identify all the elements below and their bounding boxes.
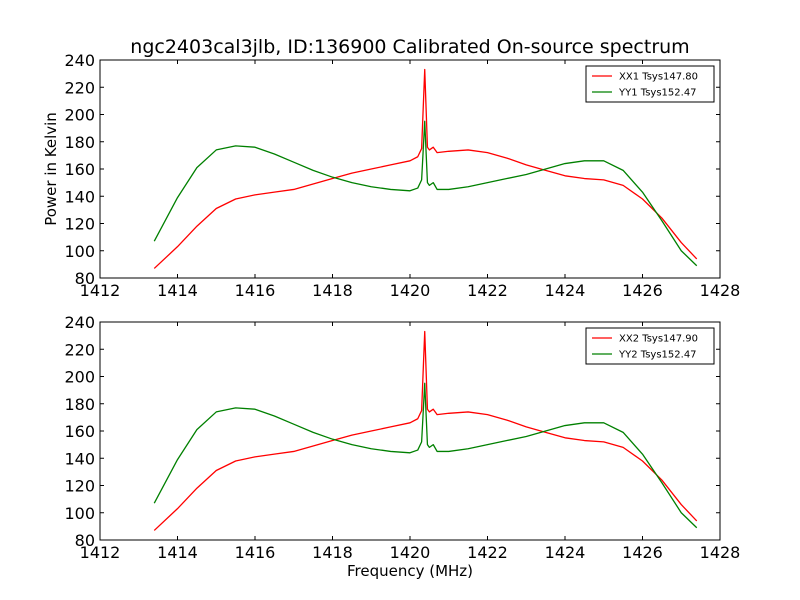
y-tick-label: 80 — [75, 531, 95, 550]
x-tick-label: 1420 — [390, 281, 431, 300]
y-tick-label: 240 — [64, 313, 95, 332]
y-tick-label: 140 — [64, 449, 95, 468]
y-tick-label: 220 — [64, 340, 95, 359]
x-tick-label: 1416 — [235, 543, 276, 562]
y-tick-label: 100 — [64, 242, 95, 261]
x-tick-label: 1426 — [622, 281, 663, 300]
legend: XX1 Tsys147.80 YY1 Tsys152.47 — [585, 65, 715, 103]
x-tick-label: 1414 — [157, 281, 198, 300]
series-line-2-1 — [153, 330, 698, 531]
legend-entry: YY2 Tsys152.47 — [618, 350, 697, 361]
y-tick-label: 120 — [64, 215, 95, 234]
x-tick-label: 1416 — [235, 281, 276, 300]
y-tick-label: 80 — [75, 269, 95, 288]
x-tick-label: 1426 — [622, 543, 663, 562]
series-line-1-1 — [153, 68, 698, 269]
legend-entry: XX1 Tsys147.80 — [619, 72, 698, 83]
x-tick-label: 1422 — [467, 543, 508, 562]
x-tick-label: 1424 — [545, 543, 586, 562]
y-tick-label: 160 — [64, 160, 95, 179]
y-tick-label: 180 — [64, 133, 95, 152]
plot-top: 1412 1414 1416 1418 1420 1422 1424 1426 1428 80 10… — [64, 51, 740, 300]
x-tick-label: 1418 — [312, 281, 353, 300]
y-tick-label: 220 — [64, 78, 95, 97]
legend-box — [585, 65, 715, 103]
series-line-2-2 — [153, 382, 698, 529]
x-tick-label: 1414 — [157, 543, 198, 562]
figure-title: ngc2403cal3jlb, ID:136900 Calibrated On-… — [130, 36, 689, 58]
y-tick-label: 200 — [64, 368, 95, 387]
x-tick-label: 1428 — [700, 543, 741, 562]
x-tick-label: 1418 — [312, 543, 353, 562]
legend: XX2 Tsys147.90 YY2 Tsys152.47 — [585, 327, 715, 365]
y-axis-label: Power in Kelvin — [42, 112, 60, 226]
series-line-1-2 — [153, 120, 698, 267]
y-tick-label: 100 — [64, 504, 95, 523]
plot-bottom: 1412 1414 1416 1418 1420 1422 1424 1426 1428 80 10… — [64, 313, 740, 562]
y-tick-label: 160 — [64, 422, 95, 441]
x-tick-label: 1412 — [80, 543, 121, 562]
x-tick-label: 1420 — [390, 543, 431, 562]
y-tick-label: 200 — [64, 106, 95, 125]
y-tick-label: 140 — [64, 187, 95, 206]
x-tick-label: 1428 — [700, 281, 741, 300]
x-tick-label: 1422 — [467, 281, 508, 300]
x-tick-label: 1412 — [80, 281, 121, 300]
x-axis-label: Frequency (MHz) — [347, 562, 473, 580]
x-tick-label: 1424 — [545, 281, 586, 300]
y-tick-label: 240 — [64, 51, 95, 70]
y-tick-label: 120 — [64, 477, 95, 496]
y-tick-label: 180 — [64, 395, 95, 414]
legend-box — [585, 327, 715, 365]
legend-entry: YY1 Tsys152.47 — [618, 88, 697, 99]
legend-entry: XX2 Tsys147.90 — [619, 334, 698, 345]
